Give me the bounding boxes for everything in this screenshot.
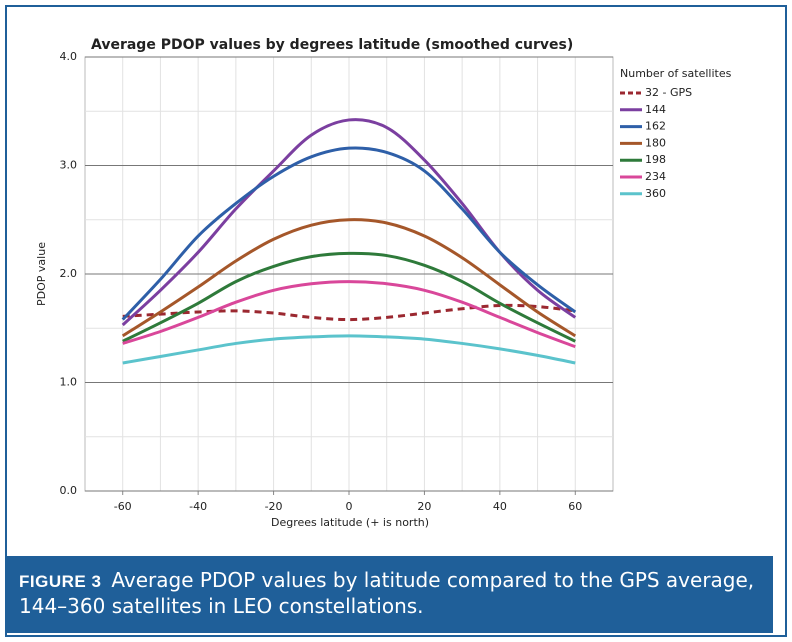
y-axis-label: PDOP value: [35, 242, 48, 306]
series-line: [121, 218, 577, 338]
legend-label: 234: [645, 170, 666, 183]
legend-label: 180: [645, 136, 666, 149]
x-tick-label: 20: [417, 500, 431, 513]
x-axis-label: Degrees latitude (+ is north): [271, 516, 429, 529]
x-tick-label: -20: [265, 500, 283, 513]
x-tick-label: -60: [114, 500, 132, 513]
caption-label: FIGURE 3: [19, 572, 102, 591]
series-line: [122, 251, 576, 343]
y-tick-label: 0.0: [60, 484, 78, 497]
x-tick-label: 0: [346, 500, 353, 513]
series-line: [122, 303, 576, 322]
series-line: [122, 280, 576, 349]
x-tick-label: -40: [189, 500, 207, 513]
frame: [5, 5, 787, 637]
series-line: [122, 334, 576, 365]
series-line: [121, 146, 577, 321]
y-tick-label: 3.0: [60, 159, 78, 172]
legend-label: 162: [645, 120, 666, 133]
x-tick-label: 40: [493, 500, 507, 513]
chart: Average PDOP values by degrees latitude …: [35, 37, 732, 529]
y-tick-label: 1.0: [60, 376, 78, 389]
caption-text: Average PDOP values by latitude compared…: [19, 568, 755, 618]
legend-label: 144: [645, 103, 666, 116]
y-tick-label: 2.0: [60, 267, 78, 280]
y-tick-label: 4.0: [60, 50, 78, 63]
caption: FIGURE 3 Average PDOP values by latitude …: [7, 556, 773, 633]
legend-label: 360: [645, 187, 666, 200]
x-tick-label: 60: [568, 500, 582, 513]
legend-title: Number of satellites: [620, 67, 732, 80]
chart-title: Average PDOP values by degrees latitude …: [91, 37, 573, 53]
legend-label: 32 - GPS: [645, 86, 692, 99]
legend-label: 198: [645, 153, 666, 166]
